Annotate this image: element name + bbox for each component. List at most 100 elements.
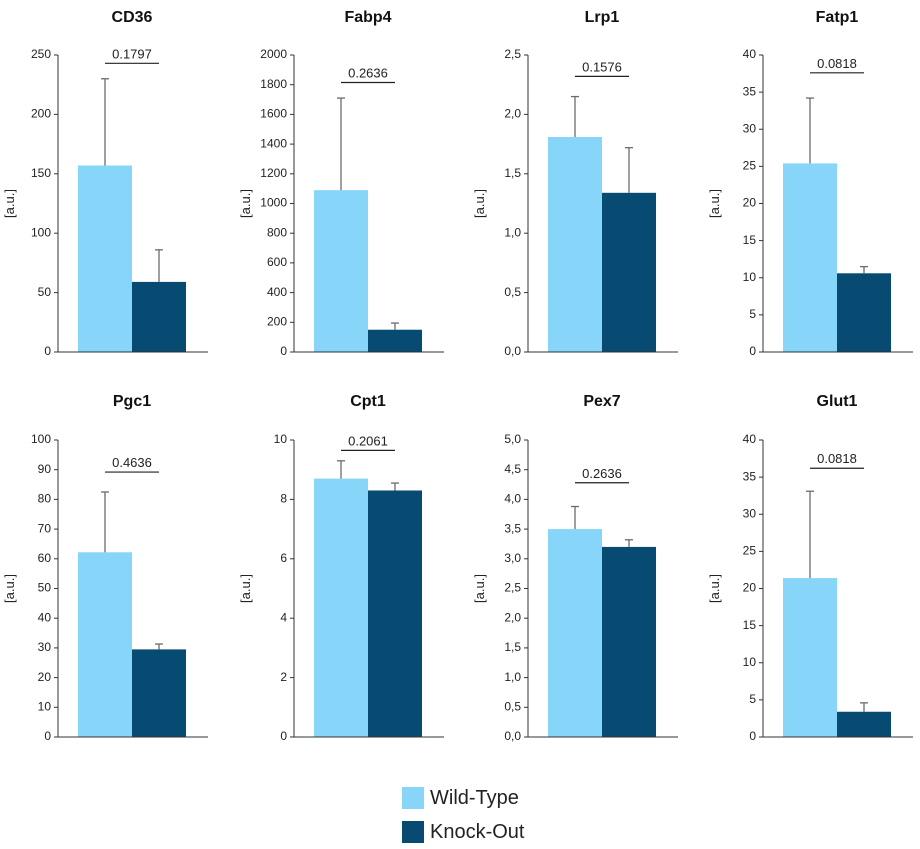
y-tick-label: 20: [743, 196, 757, 210]
y-tick-label: 10: [274, 432, 288, 446]
bar-knock-out: [132, 649, 186, 737]
legend-item-wild-type: Wild-Type: [402, 781, 524, 815]
y-tick-label: 1,5: [504, 166, 521, 180]
panel-lrp1: Lrp1 [a.u.] 0,0 0,5 1,0 1,5 2,0 2,5 0.1576: [472, 9, 678, 358]
p-value-label: 0.2061: [348, 433, 388, 448]
bar-knock-out: [368, 329, 422, 352]
y-tick-label: 0,0: [504, 729, 521, 743]
y-tick-label: 30: [38, 640, 52, 654]
y-axis-label: [a.u.]: [707, 574, 722, 603]
y-axis-label: [a.u.]: [707, 189, 722, 218]
y-tick-label: 2: [280, 670, 287, 684]
y-tick-label: 0: [280, 729, 287, 743]
y-tick-label: 2,5: [504, 47, 521, 61]
y-tick-label: 1,0: [504, 225, 521, 239]
y-tick-label: 90: [38, 462, 52, 476]
y-tick-label: 1400: [260, 136, 287, 150]
y-tick-label: 15: [743, 233, 757, 247]
y-tick-label: 1200: [260, 166, 287, 180]
panel-title: Pex7: [583, 393, 620, 410]
y-tick-label: 6: [280, 551, 287, 565]
bar-wild-type: [548, 136, 602, 352]
y-tick-label: 20: [743, 581, 757, 595]
legend-item-knock-out: Knock-Out: [402, 815, 524, 849]
y-tick-label: 10: [743, 270, 757, 284]
bar-wild-type: [314, 478, 368, 737]
y-tick-label: 5: [749, 307, 756, 321]
panel-cpt1: Cpt1 [a.u.] 0 2 4 6 8 10 0.2061: [238, 393, 444, 743]
panel-title: Pgc1: [113, 393, 151, 410]
y-tick-label: 600: [267, 255, 287, 269]
y-tick-label: 100: [31, 432, 51, 446]
y-tick-label: 4: [280, 610, 287, 624]
bar-knock-out: [837, 711, 891, 737]
y-tick-label: 70: [38, 521, 52, 535]
y-axis-label: [a.u.]: [238, 574, 253, 603]
y-axis-label: [a.u.]: [472, 574, 487, 603]
y-tick-label: 0: [44, 344, 51, 358]
y-tick-label: 50: [38, 285, 52, 299]
legend-swatch-knock-out: [402, 821, 424, 843]
legend-label-knock-out: Knock-Out: [430, 820, 525, 843]
y-tick-label: 0: [749, 729, 756, 743]
panel-pex7: Pex7 [a.u.] 0,0 0,5 1,0 1,5 2,0 2,5 3,0 3,5 4,0 4,5…: [472, 393, 678, 743]
y-tick-label: 400: [267, 285, 287, 299]
y-axis-label: [a.u.]: [2, 189, 17, 218]
p-value-label: 0.1797: [112, 46, 152, 61]
legend-label-wild-type: Wild-Type: [430, 786, 519, 809]
y-tick-label: 250: [31, 47, 51, 61]
panel-title: CD36: [112, 9, 153, 26]
y-tick-label: 1,0: [504, 670, 521, 684]
y-tick-label: 2,5: [504, 581, 521, 595]
y-tick-label: 2,0: [504, 610, 521, 624]
p-value-label: 0.2636: [348, 65, 388, 80]
y-tick-label: 1,5: [504, 640, 521, 654]
y-tick-label: 30: [743, 506, 757, 520]
y-tick-label: 0: [44, 729, 51, 743]
legend-swatch-wild-type: [402, 787, 424, 809]
bar-knock-out: [132, 281, 186, 352]
bar-knock-out: [368, 490, 422, 737]
y-axis-label: [a.u.]: [2, 574, 17, 603]
y-tick-label: 40: [743, 47, 757, 61]
panel-title: Cpt1: [350, 393, 386, 410]
p-value-label: 0.1576: [582, 59, 622, 74]
y-tick-label: 10: [743, 655, 757, 669]
y-tick-label: 2000: [260, 47, 287, 61]
y-tick-label: 1800: [260, 77, 287, 91]
y-tick-label: 60: [38, 551, 52, 565]
panel-glut1: Glut1 [a.u.] 0 5 10 15 20 25 30 35 40 0.0818: [707, 393, 913, 743]
y-tick-label: 3,5: [504, 521, 521, 535]
bar-knock-out: [837, 273, 891, 352]
y-tick-label: 40: [743, 432, 757, 446]
y-tick-label: 4,0: [504, 492, 521, 506]
panel-cd36: CD36 [a.u.] 0 50 100 150 200 250 0.1797: [2, 9, 208, 358]
y-tick-label: 0,5: [504, 699, 521, 713]
y-tick-label: 800: [267, 225, 287, 239]
y-tick-label: 1600: [260, 107, 287, 121]
y-tick-label: 25: [743, 544, 757, 558]
panel-title: Glut1: [817, 393, 858, 410]
y-tick-label: 40: [38, 610, 52, 624]
bar-wild-type: [548, 529, 602, 737]
y-tick-label: 3,0: [504, 551, 521, 565]
y-tick-label: 8: [280, 492, 287, 506]
y-tick-label: 15: [743, 618, 757, 632]
p-value-label: 0.0818: [817, 451, 857, 466]
y-tick-label: 20: [38, 670, 52, 684]
panel-pgc1: Pgc1 [a.u.] 0 10 20 30 40 50 60 70 80 90 100 0.4636: [2, 393, 208, 743]
y-tick-label: 150: [31, 166, 51, 180]
y-tick-label: 5,0: [504, 432, 521, 446]
y-tick-label: 0,0: [504, 344, 521, 358]
bar-knock-out: [602, 192, 656, 352]
y-tick-label: 100: [31, 225, 51, 239]
y-tick-label: 30: [743, 121, 757, 135]
panel-title: Fabp4: [344, 9, 391, 26]
y-tick-label: 80: [38, 492, 52, 506]
bar-wild-type: [783, 578, 837, 737]
y-tick-label: 0: [280, 344, 287, 358]
y-tick-label: 10: [38, 699, 52, 713]
p-value-label: 0.2636: [582, 466, 622, 481]
y-tick-label: 0,5: [504, 285, 521, 299]
y-tick-label: 5: [749, 692, 756, 706]
